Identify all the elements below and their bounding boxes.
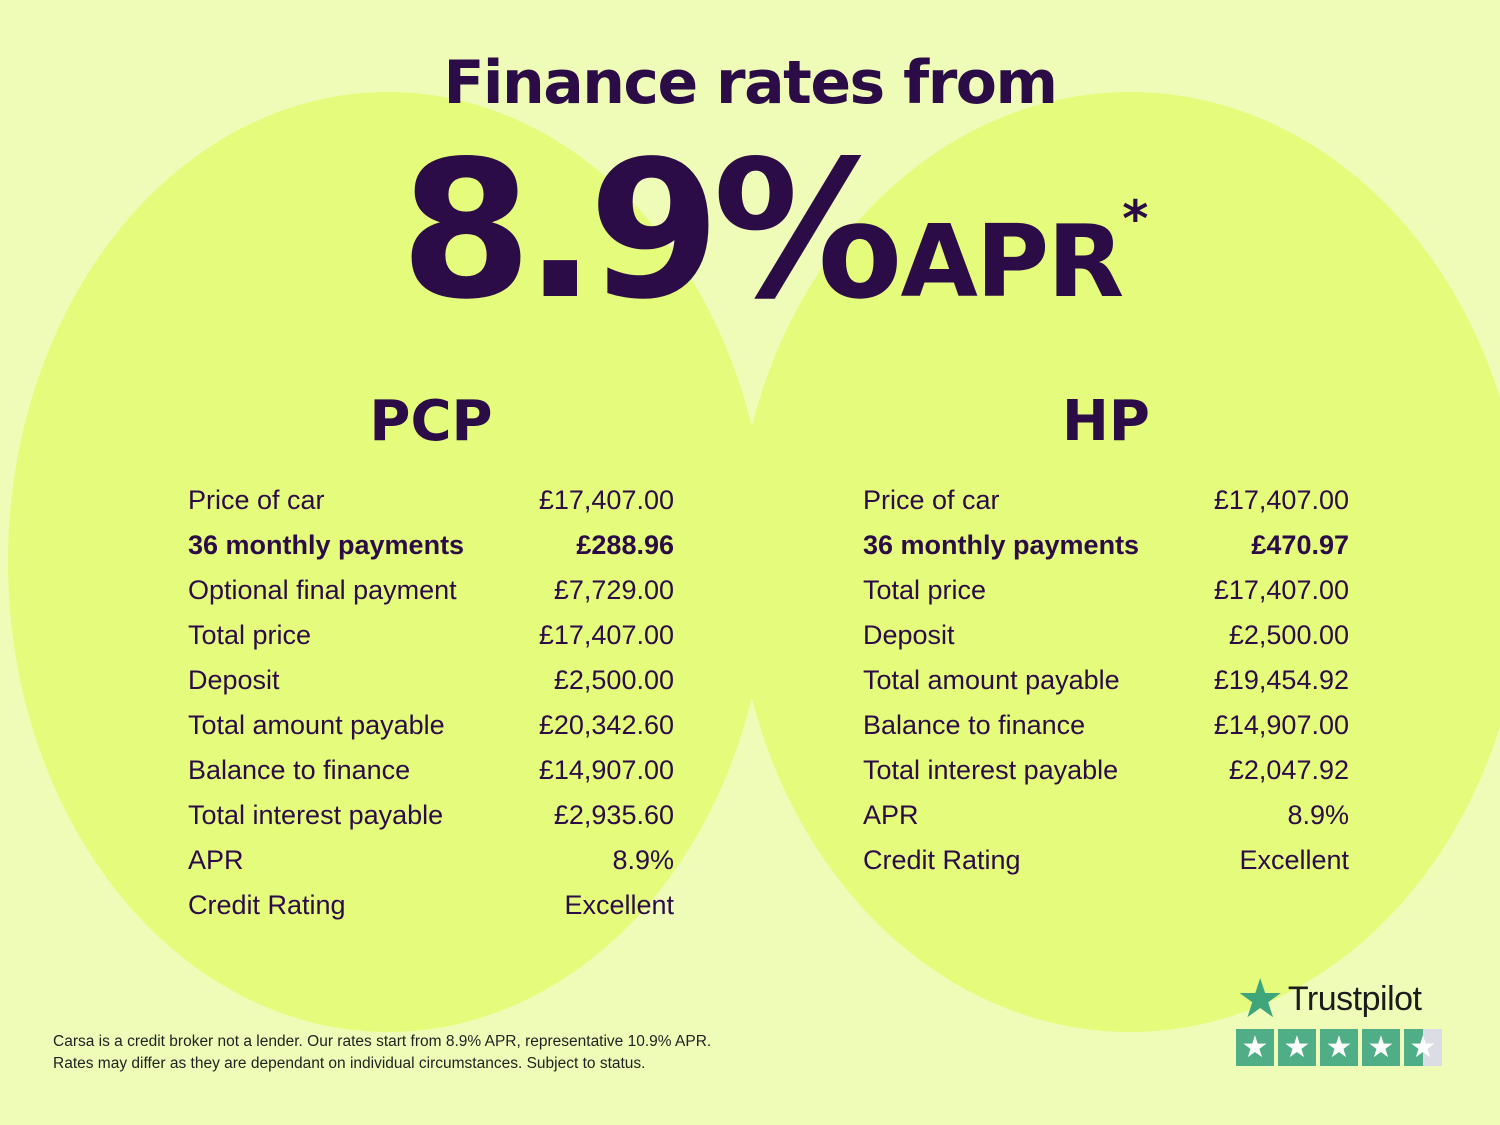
row-value: £17,407.00 — [538, 620, 674, 650]
table-row: Total amount payable £20,342.60 — [188, 703, 674, 748]
row-value: 8.9% — [612, 845, 674, 875]
trustpilot-logo: ★ Trustpilot — [1236, 969, 1442, 1029]
row-value: £14,907.00 — [1213, 710, 1349, 740]
row-label: Deposit — [863, 620, 955, 650]
trustpilot-badge[interactable]: ★ Trustpilot ★ ★ ★ ★ ★ — [1236, 969, 1442, 1066]
background-circle-left — [8, 92, 768, 1032]
table-row: APR 8.9% — [188, 838, 674, 883]
table-row: Price of car £17,407.00 — [188, 478, 674, 523]
background-circle-right — [735, 92, 1500, 1032]
row-label: APR — [863, 800, 919, 830]
table-row: Total price £17,407.00 — [188, 613, 674, 658]
row-label: Price of car — [863, 485, 1000, 515]
star-icon: ★ — [1278, 1029, 1316, 1066]
row-value: £14,907.00 — [538, 755, 674, 785]
table-row: Total interest payable £2,047.92 — [863, 748, 1349, 793]
pcp-heading: PCP — [369, 389, 493, 454]
hp-heading: HP — [1062, 389, 1150, 454]
row-value: Excellent — [564, 890, 674, 920]
table-row: Price of car £17,407.00 — [863, 478, 1349, 523]
row-label: Total amount payable — [863, 665, 1120, 695]
table-row: Total interest payable £2,935.60 — [188, 793, 674, 838]
disclaimer-line-1: Carsa is a credit broker not a lender. O… — [53, 1033, 712, 1050]
trustpilot-star-icon: ★ — [1236, 969, 1284, 1029]
table-row: Balance to finance £14,907.00 — [188, 748, 674, 793]
row-label: Balance to finance — [863, 710, 1086, 740]
row-value: 8.9% — [1287, 800, 1349, 830]
row-label: Optional final payment — [188, 575, 457, 605]
pcp-table: PCP Price of car £17,407.00 36 monthly pay… — [188, 388, 674, 928]
row-value: £7,729.00 — [553, 575, 674, 605]
row-label: Total interest payable — [863, 755, 1119, 785]
rate-value: 8.9% — [400, 120, 903, 341]
headline: Finance rates from — [443, 48, 1058, 118]
table-row: Total price £17,407.00 — [863, 568, 1349, 613]
table-row: Balance to finance £14,907.00 — [863, 703, 1349, 748]
trustpilot-rating: ★ ★ ★ ★ ★ — [1236, 1029, 1442, 1066]
row-value: £17,407.00 — [1213, 485, 1349, 515]
disclaimer: Carsa is a credit broker not a lender. O… — [53, 1031, 711, 1075]
row-label: Total price — [863, 575, 987, 605]
trustpilot-name: Trustpilot — [1287, 979, 1422, 1018]
row-value: £2,047.92 — [1228, 755, 1349, 785]
table-row: 36 monthly payments £288.96 — [188, 523, 674, 568]
row-value: £20,342.60 — [538, 710, 674, 740]
row-value: £288.96 — [576, 530, 674, 560]
row-label: Total amount payable — [188, 710, 445, 740]
row-value: £470.97 — [1251, 530, 1349, 560]
apr-label: APR — [900, 203, 1125, 320]
row-label: Deposit — [188, 665, 280, 695]
rate-display: 8.9% APR* — [400, 120, 1148, 341]
star-icon: ★ — [1236, 1029, 1274, 1066]
row-label: 36 monthly payments — [188, 530, 465, 560]
table-row: Deposit £2,500.00 — [188, 658, 674, 703]
row-label: Total price — [188, 620, 312, 650]
row-label: Credit Rating — [188, 890, 346, 920]
row-value: £2,935.60 — [553, 800, 674, 830]
table-row: Optional final payment £7,729.00 — [188, 568, 674, 613]
row-value: £2,500.00 — [553, 665, 674, 695]
row-value: £17,407.00 — [538, 485, 674, 515]
row-value: £19,454.92 — [1213, 665, 1349, 695]
row-value: £17,407.00 — [1213, 575, 1349, 605]
row-label: 36 monthly payments — [863, 530, 1140, 560]
table-row: 36 monthly payments £470.97 — [863, 523, 1349, 568]
table-row: Credit Rating Excellent — [188, 883, 674, 928]
asterisk: * — [1122, 190, 1149, 248]
row-value: Excellent — [1239, 845, 1349, 875]
hp-table: HP Price of car £17,407.00 36 monthly paym… — [863, 388, 1349, 883]
half-star-icon: ★ — [1404, 1029, 1442, 1066]
table-row: Credit Rating Excellent — [863, 838, 1349, 883]
row-label: Price of car — [188, 485, 325, 515]
table-row: Total amount payable £19,454.92 — [863, 658, 1349, 703]
disclaimer-line-2: Rates may differ as they are dependant o… — [53, 1055, 646, 1072]
row-value: £2,500.00 — [1228, 620, 1349, 650]
table-row: Deposit £2,500.00 — [863, 613, 1349, 658]
row-label: Credit Rating — [863, 845, 1021, 875]
star-icon: ★ — [1362, 1029, 1400, 1066]
row-label: APR — [188, 845, 244, 875]
row-label: Balance to finance — [188, 755, 411, 785]
star-icon: ★ — [1320, 1029, 1358, 1066]
table-row: APR 8.9% — [863, 793, 1349, 838]
row-label: Total interest payable — [188, 800, 444, 830]
